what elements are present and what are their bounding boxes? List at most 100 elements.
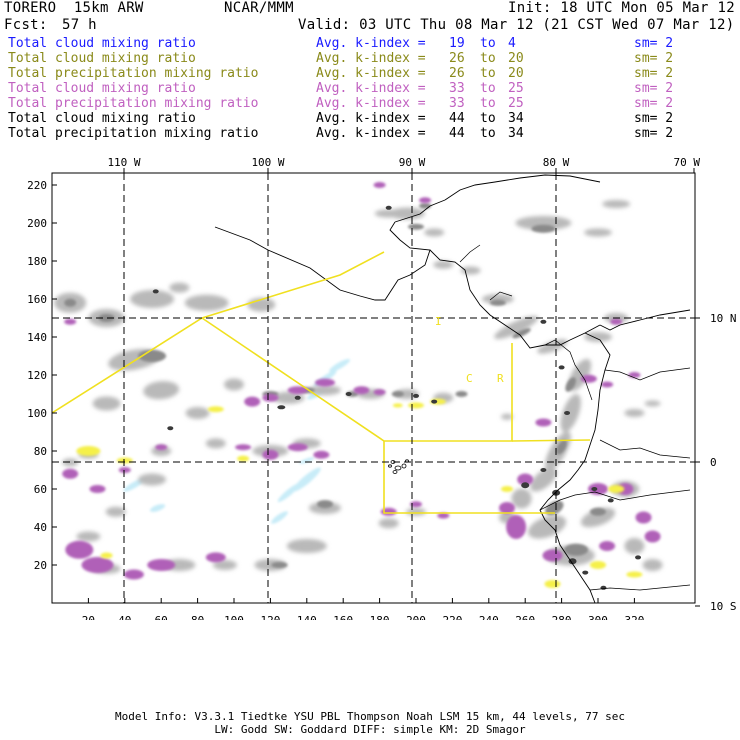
cloud-core xyxy=(431,399,438,404)
precip-purple xyxy=(373,182,386,188)
legend-smoothing: sm= 2 xyxy=(634,96,674,111)
legend-field-name: Total precipitation mixing ratio xyxy=(8,126,259,141)
precip-purple xyxy=(517,473,534,486)
cloud-light xyxy=(624,409,645,417)
country-border xyxy=(459,244,481,263)
precip-purple xyxy=(599,541,616,551)
y-tick-label: 100 xyxy=(27,407,47,420)
legend-k-index-to: to xyxy=(480,66,496,81)
longitude-label: 80 W xyxy=(543,156,570,169)
legend-k-index-label: Avg. k-index = xyxy=(316,96,426,111)
cloud-light xyxy=(406,507,426,516)
cloud-light xyxy=(624,538,645,554)
precip-yellow xyxy=(100,552,113,559)
precip-purple xyxy=(315,378,335,387)
precip-yellow xyxy=(237,455,250,462)
x-tick-label: 220 xyxy=(442,614,462,620)
legend-k-index-high: 44 xyxy=(449,111,465,126)
precip-purple xyxy=(89,485,106,493)
region-boundary xyxy=(52,251,385,414)
coastline xyxy=(599,309,691,331)
precip-purple xyxy=(205,552,226,563)
cloud-light xyxy=(272,391,305,404)
precip-purple xyxy=(635,511,652,524)
legend-k-index-high: 19 xyxy=(449,36,465,51)
legend-k-index-high: 26 xyxy=(449,66,465,81)
coastline xyxy=(429,249,601,349)
x-tick-label: 80 xyxy=(191,614,204,620)
cloud-medium xyxy=(531,224,556,233)
init-time: Init: 18 UTC Mon 05 Mar 12 xyxy=(508,0,735,16)
island xyxy=(401,463,407,469)
latitude-label: 10 N xyxy=(710,312,737,325)
y-tick-label: 40 xyxy=(34,521,47,534)
precip-purple-group xyxy=(62,182,661,580)
x-tick-label: 300 xyxy=(588,614,608,620)
coastline xyxy=(539,332,611,603)
legend-k-index-to: to xyxy=(480,81,496,96)
longitude-label: 90 W xyxy=(399,156,426,169)
cloud-light xyxy=(105,506,126,517)
precip-yellow-group xyxy=(76,398,643,588)
cloud-light xyxy=(76,531,101,542)
y-tick-label: 120 xyxy=(27,369,47,382)
cloud-light xyxy=(92,396,121,411)
precip-purple xyxy=(287,443,308,452)
y-tick-label: 180 xyxy=(27,255,47,268)
country-border xyxy=(544,339,593,401)
cloud-medium xyxy=(590,507,606,516)
region-boundary xyxy=(511,439,591,442)
cloud-light xyxy=(309,385,341,396)
precip-purple xyxy=(123,569,144,580)
cloud-core xyxy=(345,392,352,396)
y-tick-label: 20 xyxy=(34,559,47,572)
cloud-light xyxy=(580,507,616,528)
precip-purple xyxy=(644,530,661,543)
precip-purple xyxy=(65,540,94,559)
cloud-medium xyxy=(419,202,432,209)
cloud-light-group xyxy=(54,200,663,574)
legend-k-index-label: Avg. k-index = xyxy=(316,126,426,141)
cloud-light xyxy=(527,515,567,539)
cloud-light xyxy=(169,282,190,293)
cloud-light xyxy=(138,473,167,486)
precip-purple xyxy=(287,386,308,395)
cloud-light xyxy=(560,394,581,432)
cloud-light xyxy=(511,488,532,509)
legend-k-index-low: 25 xyxy=(508,96,524,111)
legend-smoothing: sm= 2 xyxy=(634,111,674,126)
legend-k-index-to: to xyxy=(480,126,496,141)
cloud-medium xyxy=(391,391,404,397)
legend-smoothing: sm= 2 xyxy=(634,66,674,81)
country-border xyxy=(604,367,691,381)
cloud-light xyxy=(143,381,180,400)
lowk-cloud xyxy=(299,457,315,464)
cloud-medium xyxy=(489,299,506,306)
precip-purple xyxy=(542,549,563,562)
y-tick-label: 140 xyxy=(27,331,47,344)
cloud-light xyxy=(501,413,513,420)
precip-purple xyxy=(410,501,422,508)
legend-field-name: Total cloud mixing ratio xyxy=(8,36,196,51)
precip-purple xyxy=(353,386,370,395)
legend-k-index-to: to xyxy=(480,111,496,126)
cloud-core xyxy=(152,289,159,294)
precip-yellow xyxy=(207,406,224,413)
precip-purple xyxy=(147,559,176,571)
cloud-light xyxy=(530,467,557,492)
legend-field-name: Total precipitation mixing ratio xyxy=(8,66,259,81)
cloud-medium xyxy=(564,543,589,556)
x-tick-label: 40 xyxy=(118,614,131,620)
legend-k-index-low: 20 xyxy=(508,66,524,81)
legend-k-index-high: 33 xyxy=(449,96,465,111)
cloud-core xyxy=(568,558,577,565)
y-tick-label: 80 xyxy=(34,445,47,458)
y-tick-label: 220 xyxy=(27,179,47,192)
precip-purple xyxy=(262,393,279,402)
cloud-light xyxy=(224,378,244,391)
map-overlay: I C R xyxy=(52,173,695,603)
forecast-hour: 57 h xyxy=(62,17,97,33)
legend-k-index-low: 25 xyxy=(508,81,524,96)
precip-purple xyxy=(262,449,279,460)
latitude-label: 10 S xyxy=(710,600,737,613)
